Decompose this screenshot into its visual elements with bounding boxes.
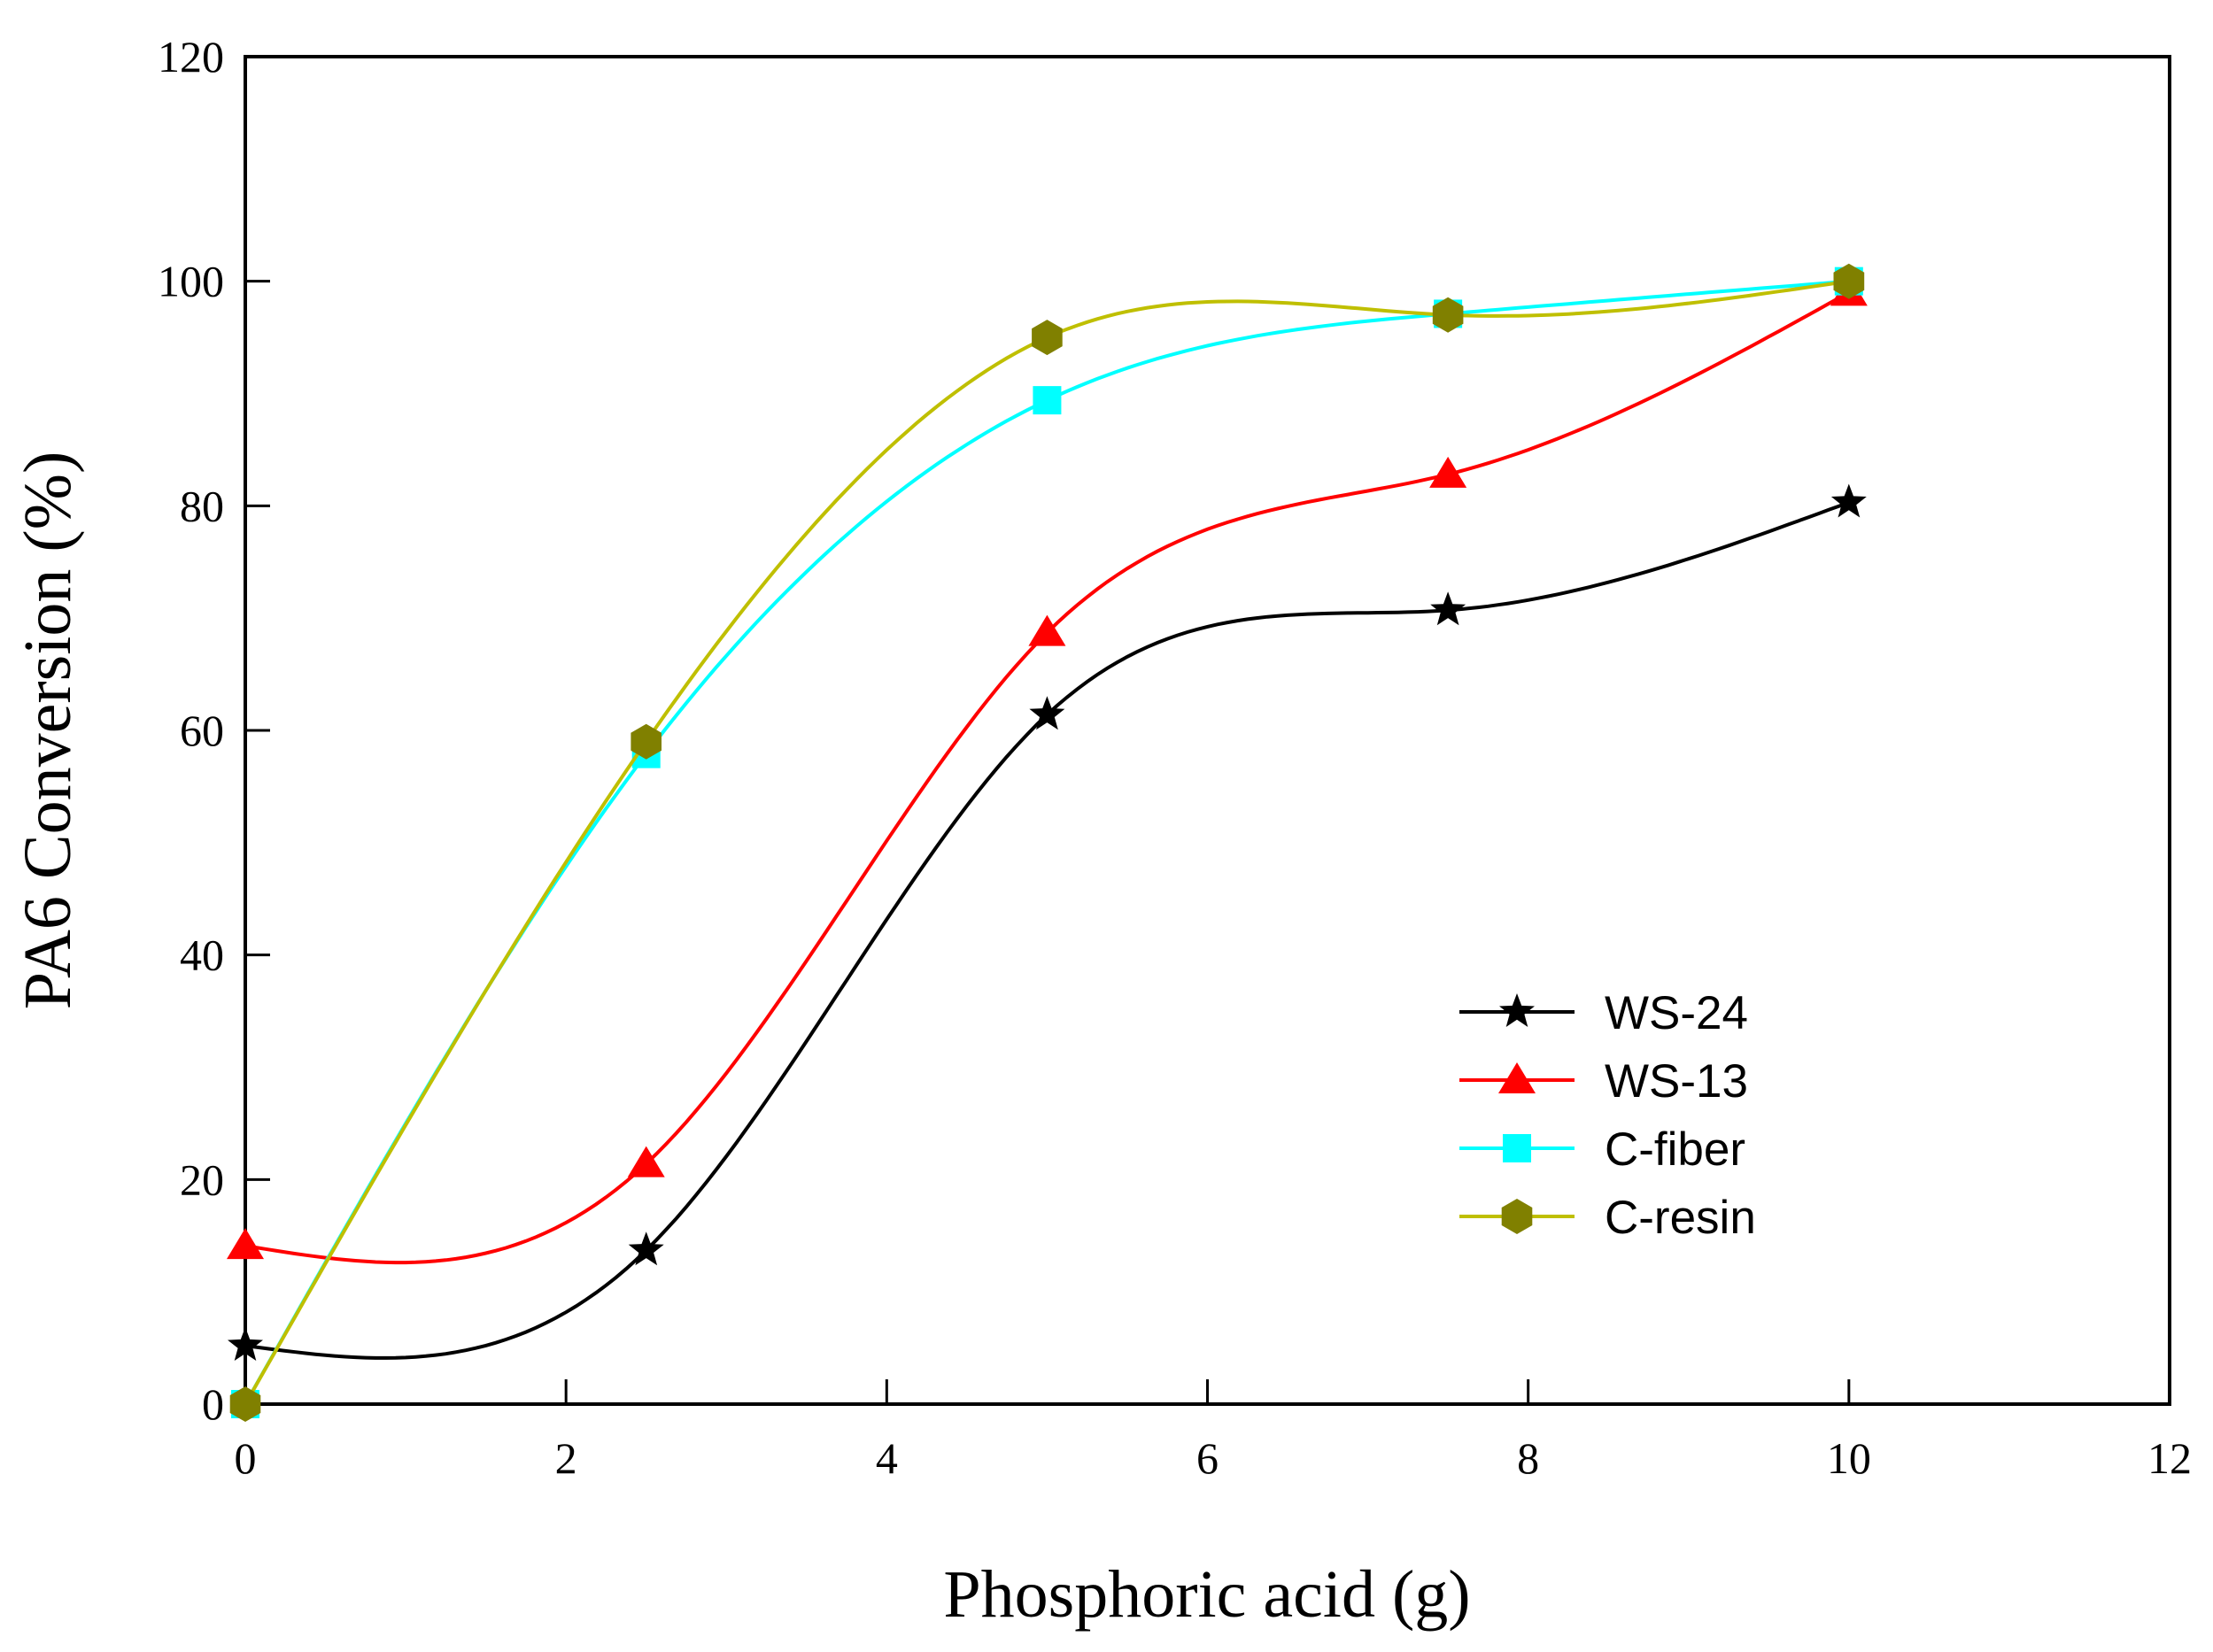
x-axis-title: Phosphoric acid (g) [943,1557,1470,1632]
x-tick-label: 8 [1517,1433,1539,1483]
series-layer [227,263,1868,1422]
x-tick-label: 12 [2147,1433,2192,1483]
legend-label: C-resin [1605,1192,1756,1244]
series-c-resin [229,263,1865,1422]
data-point [1032,320,1063,356]
data-point [1033,386,1062,415]
series-c-fiber [231,266,1863,1418]
legend-label: WS-24 [1605,987,1748,1039]
series-ws-13 [227,274,1868,1265]
legend-marker [1498,1062,1536,1093]
data-point [1432,297,1464,333]
y-tick-label: 20 [180,1154,224,1204]
series-line [244,290,1850,1265]
y-tick-label: 60 [180,706,224,755]
data-point [227,1228,264,1260]
legend-item: WS-24 [1459,987,1748,1039]
y-tick-label: 80 [180,481,224,530]
data-point [1028,614,1066,646]
data-point [628,1231,664,1266]
series-ws-24 [228,483,1867,1361]
data-point [1029,696,1065,730]
data-point [1429,456,1467,488]
y-tick-label: 40 [180,930,224,980]
data-point [1430,591,1466,626]
data-point [229,1386,261,1422]
data-point [627,1146,665,1177]
y-tick-label: 100 [158,257,224,306]
legend-marker [1501,1199,1533,1234]
legend-marker [1503,1134,1531,1162]
legend: WS-24 WS-13 C-fiber C-resin [1459,987,1756,1244]
legend-item: C-fiber [1459,1123,1745,1176]
legend-label: C-fiber [1605,1123,1745,1176]
x-tick-label: 2 [555,1433,577,1483]
y-tick-label: 120 [158,32,224,81]
legend-item: WS-13 [1459,1055,1748,1108]
legend-marker [1499,993,1535,1027]
data-point [1830,483,1867,518]
x-tick-label: 0 [235,1433,257,1483]
y-axis-title: PA6 Conversion (%) [11,452,85,1010]
data-point [228,1327,263,1361]
legend-item: C-resin [1459,1192,1756,1244]
data-point [631,723,662,760]
x-tick-label: 4 [876,1433,898,1483]
y-tick-label: 0 [202,1379,224,1429]
x-tick-label: 6 [1196,1433,1219,1483]
x-tick-label: 10 [1827,1433,1871,1483]
data-point [1833,263,1865,299]
plot-frame [244,55,2171,1406]
legend-label: WS-13 [1605,1055,1748,1108]
